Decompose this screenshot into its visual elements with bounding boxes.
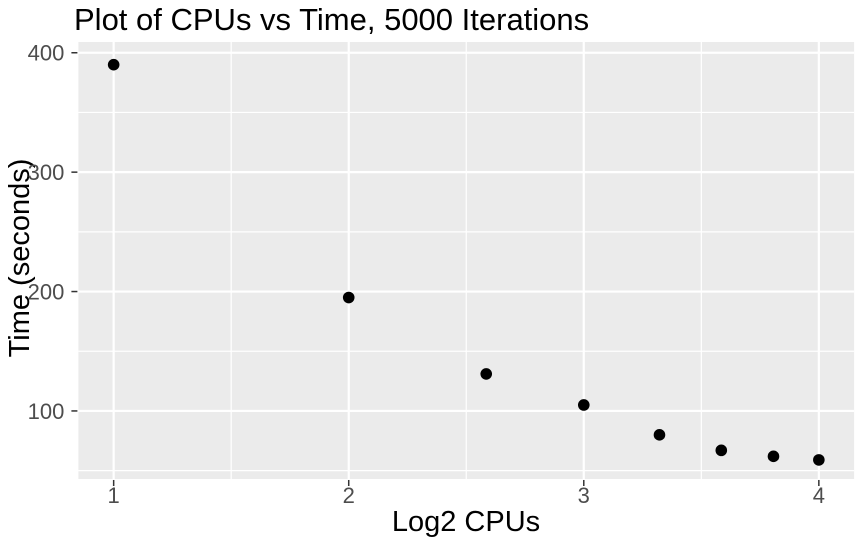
data-point [342,291,355,304]
data-point [715,444,728,457]
data-point [767,450,780,463]
chart-title: Plot of CPUs vs Time, 5000 Iterations [74,2,590,37]
x-tick-label: 4 [813,483,825,508]
y-tick-label: 400 [28,41,65,66]
data-point [577,399,590,411]
x-axis-label: Log2 CPUs [391,506,541,538]
data-point [813,454,825,466]
y-tick-label: 100 [28,399,65,424]
y-tick-label: 300 [28,160,65,185]
x-tick-label: 3 [578,483,590,508]
data-point [653,429,666,441]
data-point [107,58,120,71]
data-point [480,368,493,380]
x-tick-label: 2 [343,483,355,508]
x-tick-label: 1 [108,483,120,508]
y-tick-label: 200 [28,280,65,305]
